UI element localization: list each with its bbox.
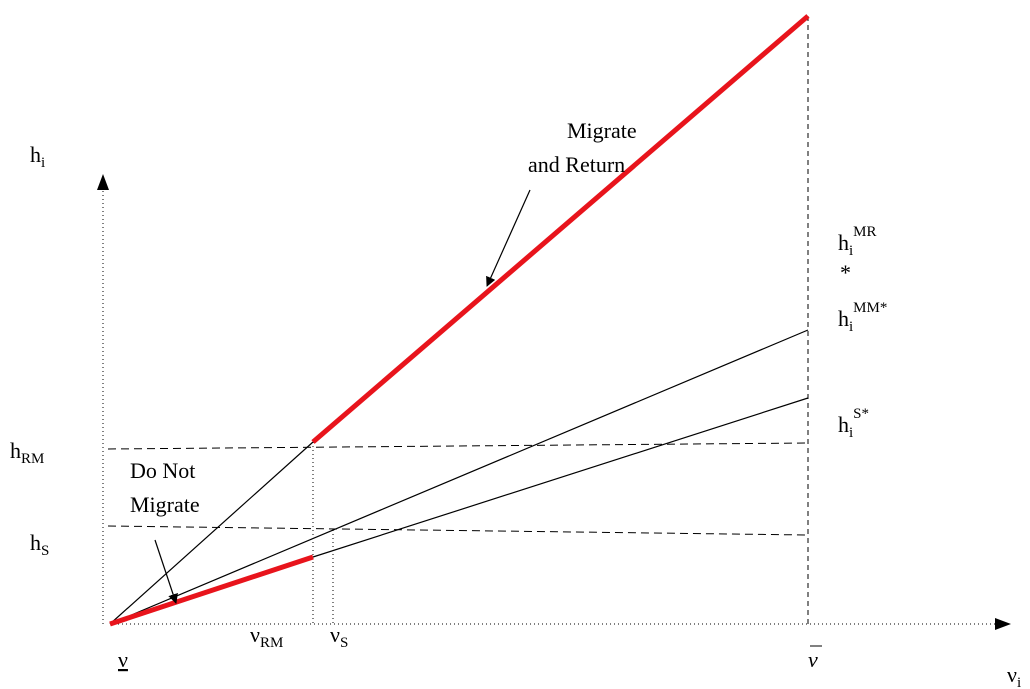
sub: i xyxy=(849,243,853,259)
y-axis-label: hi xyxy=(30,142,45,171)
red-do-not-migrate xyxy=(109,554,314,627)
red-migrate-return xyxy=(311,14,810,444)
sub: i xyxy=(849,319,853,335)
base: h xyxy=(30,530,41,555)
curve-label: hiMR xyxy=(838,224,877,259)
base: h xyxy=(10,438,21,463)
curve-star: * xyxy=(840,260,851,285)
mm-line xyxy=(109,329,809,625)
curve-label: hiS* xyxy=(838,406,869,441)
y-arrow xyxy=(97,174,109,190)
x-axis-label: νi xyxy=(1007,662,1021,689)
y-mark: hRM xyxy=(10,438,44,467)
base: ν xyxy=(808,647,818,672)
s-line xyxy=(312,397,809,558)
y-mark: hS xyxy=(30,530,49,559)
annotation: Do Not xyxy=(130,458,195,483)
x-mark: νS xyxy=(330,622,348,651)
x-arrow xyxy=(995,618,1011,630)
base: ν xyxy=(250,622,260,647)
base: h xyxy=(838,412,849,437)
curve-label: hiMM* xyxy=(838,300,887,335)
base: ν xyxy=(330,622,340,647)
h-s-guide xyxy=(107,525,809,536)
sup: MM* xyxy=(853,300,887,316)
sub: S xyxy=(41,543,49,559)
base: ν xyxy=(118,647,128,672)
base: h xyxy=(30,142,41,167)
annotation: Migrate xyxy=(130,492,200,517)
annotation: and Return xyxy=(528,152,625,177)
sub: i xyxy=(41,155,45,171)
sup: S* xyxy=(853,406,869,422)
annotation-arrow xyxy=(486,189,531,287)
annotation-arrow xyxy=(154,539,178,604)
sub: i xyxy=(849,425,853,441)
h-rm-guide xyxy=(107,442,809,450)
sub: RM xyxy=(21,451,44,467)
base: h xyxy=(838,306,849,331)
sub: S xyxy=(340,635,348,651)
x-mark: ν xyxy=(118,647,128,672)
sub: RM xyxy=(260,635,283,651)
sup: MR xyxy=(853,224,876,240)
base: h xyxy=(838,230,849,255)
annotation: Migrate xyxy=(567,118,637,143)
sub: i xyxy=(1017,675,1021,689)
x-mark: ν xyxy=(808,647,818,672)
base: ν xyxy=(1007,662,1017,687)
mr-lower-line xyxy=(109,441,314,625)
x-mark: νRM xyxy=(250,622,283,651)
